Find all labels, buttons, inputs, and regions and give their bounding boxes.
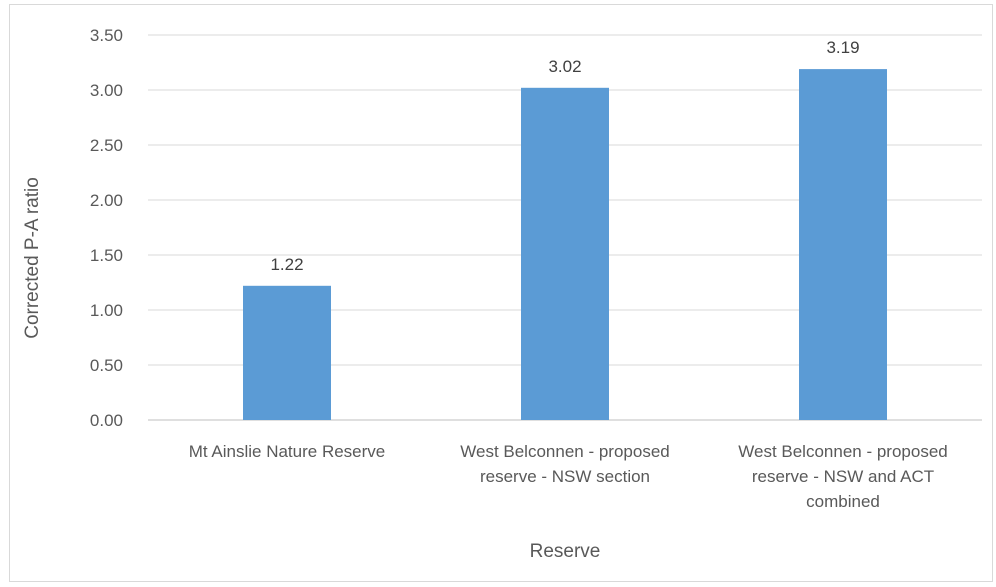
y-axis-ticks: 0.00 0.50 1.00 1.50 2.00 2.50 3.00 3.50 — [90, 26, 123, 430]
bars — [243, 69, 887, 421]
y-tick-label: 0.00 — [90, 411, 123, 430]
bar — [521, 87, 609, 421]
y-tick-label: 1.00 — [90, 301, 123, 320]
bar — [243, 285, 331, 420]
bar — [799, 69, 887, 420]
data-label: 3.19 — [826, 38, 859, 57]
x-tick-label: combined — [806, 492, 880, 511]
data-label: 1.22 — [270, 255, 303, 274]
x-tick-label: reserve - NSW section — [480, 467, 650, 486]
y-tick-label: 2.00 — [90, 191, 123, 210]
y-tick-label: 3.50 — [90, 26, 123, 45]
x-tick-label: West Belconnen - proposed — [460, 442, 669, 461]
y-tick-label: 1.50 — [90, 246, 123, 265]
x-tick-label: West Belconnen - proposed — [738, 442, 947, 461]
data-label: 3.02 — [548, 57, 581, 76]
y-tick-label: 2.50 — [90, 136, 123, 155]
x-axis-ticks: Mt Ainslie Nature Reserve West Belconnen … — [189, 442, 948, 511]
data-labels: 1.22 3.02 3.19 — [270, 38, 859, 274]
y-tick-label: 3.00 — [90, 81, 123, 100]
y-tick-label: 0.50 — [90, 356, 123, 375]
x-tick-label: Mt Ainslie Nature Reserve — [189, 442, 386, 461]
x-tick-label: reserve - NSW and ACT — [752, 467, 934, 486]
x-axis-title: Reserve — [530, 541, 601, 562]
y-axis-title: Corrected P-A ratio — [22, 177, 43, 339]
